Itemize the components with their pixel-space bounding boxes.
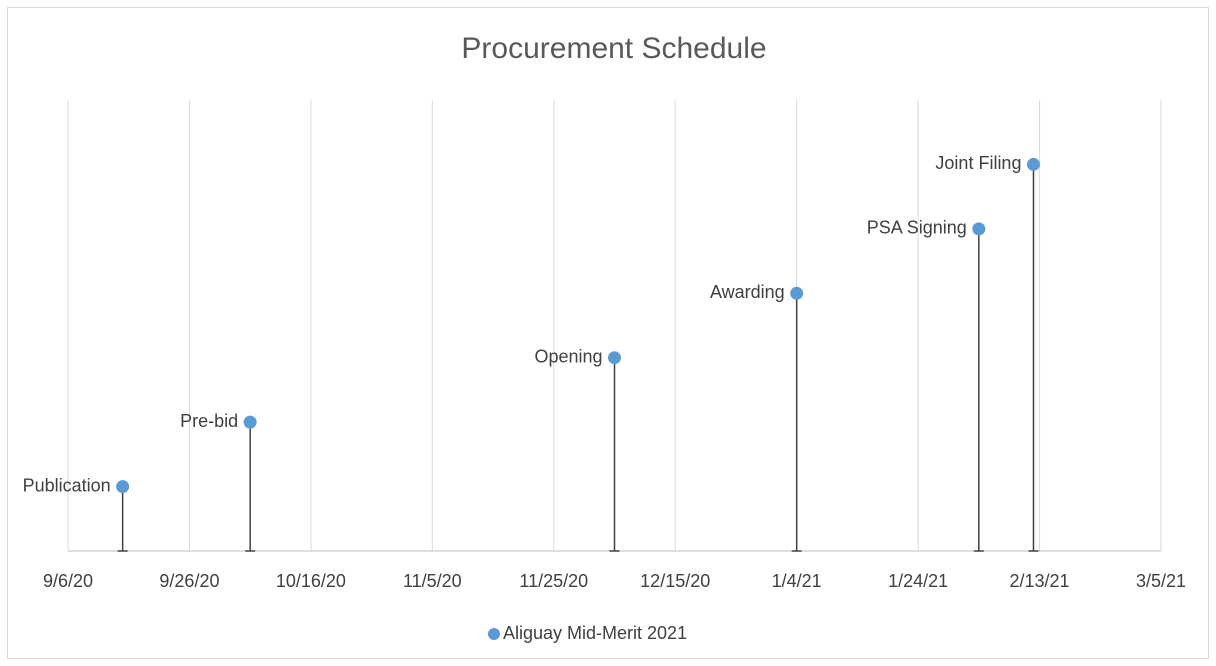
point-label: Pre-bid	[180, 411, 238, 431]
point-label: Opening	[534, 346, 602, 366]
point	[243, 415, 257, 429]
point-label: PSA Signing	[867, 218, 967, 238]
point-label: Awarding	[710, 282, 785, 302]
x-tick-label: 1/24/21	[888, 571, 948, 591]
legend-label: Aliguay Mid-Merit 2021	[503, 623, 687, 643]
legend-marker	[488, 628, 500, 640]
point	[972, 222, 986, 236]
point	[116, 480, 130, 494]
x-tick-label: 12/15/20	[640, 571, 710, 591]
x-tick-label: 3/5/21	[1136, 571, 1186, 591]
x-tick-label: 2/13/21	[1010, 571, 1070, 591]
x-tick-label: 10/16/20	[276, 571, 346, 591]
x-tick-label: 9/26/20	[159, 571, 219, 591]
chart-border	[7, 7, 1209, 659]
point	[790, 286, 804, 300]
chart-title: Procurement Schedule	[461, 32, 766, 65]
point-label: Publication	[23, 475, 111, 495]
x-tick-label: 9/6/20	[43, 571, 93, 591]
x-tick-label: 1/4/21	[772, 571, 822, 591]
x-tick-label: 11/5/20	[403, 571, 462, 591]
x-tick-label: 11/25/20	[519, 571, 588, 591]
point	[608, 351, 621, 365]
point	[1026, 157, 1040, 171]
point-label: Joint Filing	[935, 153, 1021, 173]
